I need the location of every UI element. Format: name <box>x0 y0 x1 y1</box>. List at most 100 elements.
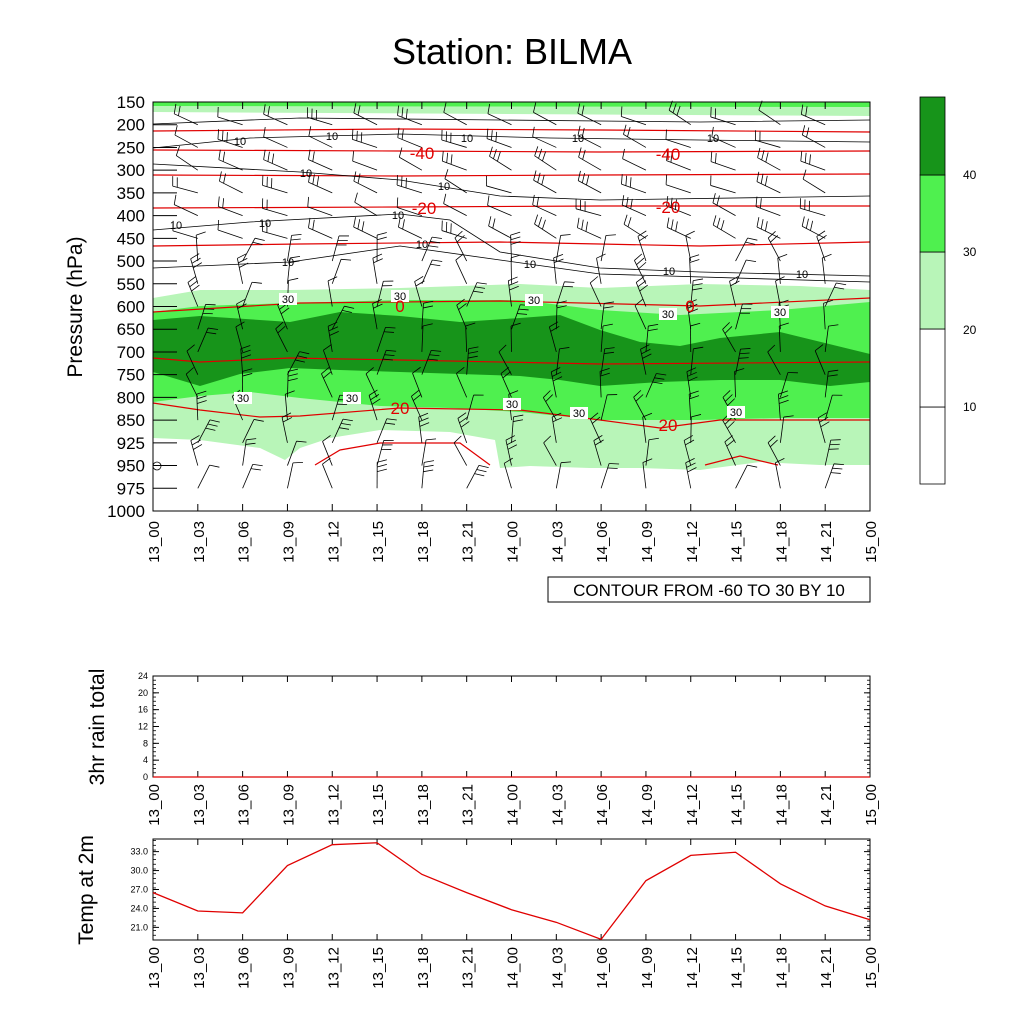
x-tick-label: 13_21 <box>460 521 477 563</box>
rain-frame <box>152 675 871 778</box>
y-tick-label: 16 <box>138 705 148 715</box>
wind-barb <box>756 171 781 194</box>
wind-barb <box>578 147 602 171</box>
wind-barb <box>621 174 647 194</box>
temp-contour-line <box>314 442 491 466</box>
wind-barb <box>242 281 262 307</box>
y-tick-label: 0 <box>143 772 148 782</box>
wind-barb <box>287 255 301 284</box>
contour-label-30: 30 <box>234 392 252 405</box>
wind-barb <box>549 321 560 353</box>
wind-barb <box>487 103 512 126</box>
wind-barb <box>353 217 378 239</box>
wind-barb <box>824 463 844 489</box>
contour-label-text: 30 <box>774 307 786 319</box>
wind-barb <box>817 412 830 443</box>
wind-barb <box>456 298 468 330</box>
wind-barb <box>622 148 647 171</box>
wind-barb <box>376 349 397 375</box>
wind-barb <box>261 221 288 239</box>
wind-barb <box>421 438 437 466</box>
y-tick-label: 30.0 <box>130 866 148 876</box>
legend-label: 30 <box>963 245 977 259</box>
x-tick-label: 14_00 <box>505 784 522 826</box>
contour-label-10: 10 <box>461 133 473 145</box>
x-tick-label: 13_18 <box>415 521 432 563</box>
wind-barb <box>589 412 602 443</box>
wind-barb <box>735 464 758 489</box>
wind-barb <box>306 107 333 126</box>
wind-barb <box>800 151 826 171</box>
wind-barb <box>218 149 243 171</box>
legend-box-10 <box>919 328 946 408</box>
wind-barb <box>543 435 557 466</box>
wind-barb <box>550 367 563 398</box>
legend-label: 10 <box>963 400 977 414</box>
wind-barb <box>242 463 263 489</box>
wind-barb <box>555 347 570 375</box>
wind-barb <box>642 458 653 489</box>
temp-contour-line <box>152 128 871 133</box>
x-tick-label: 14_00 <box>505 521 522 563</box>
wind-barb <box>774 458 785 489</box>
wind-barb <box>690 322 701 352</box>
wind-barb <box>173 194 198 216</box>
wind-barb <box>488 216 512 239</box>
wind-barb <box>175 146 199 171</box>
rain-y-axis: 0 4 8 12 16 20 24 <box>138 671 870 782</box>
wind-barb <box>185 367 199 398</box>
wind-barb <box>593 435 604 466</box>
contour-label-text: 10 <box>663 266 675 278</box>
wind-barb <box>507 276 519 307</box>
wind-barb <box>687 299 699 330</box>
y-tick-label: 8 <box>143 738 148 748</box>
temp-label: 0 <box>685 297 694 316</box>
contour-label-text: 10 <box>259 218 271 230</box>
temperature-contours <box>152 128 871 466</box>
wind-barb <box>710 106 736 126</box>
y-tick-label: 925 <box>117 434 145 453</box>
cross-section-x-axis: 13_00 13_03 13_06 13_09 13_12 13_15 13_18 13_21… <box>146 102 880 563</box>
wind-barb <box>688 390 700 421</box>
temp-y-axis: 21.0 24.0 27.0 30.0 33.0 <box>130 840 870 941</box>
wind-contour-line <box>152 117 871 125</box>
temp-contour-line <box>152 173 871 177</box>
wind-barb <box>398 217 423 239</box>
wind-barb <box>600 463 620 489</box>
wind-barb <box>645 373 667 398</box>
wind-barb <box>321 367 333 398</box>
wind-barb <box>767 230 781 262</box>
wind-barb <box>500 367 512 398</box>
wind-barb <box>187 276 200 307</box>
wind-barb <box>779 415 794 443</box>
wind-barb <box>275 321 288 353</box>
wind-barb <box>235 321 245 353</box>
wind-barb <box>551 412 563 443</box>
wind-barb <box>532 126 557 148</box>
wind-barb <box>642 412 653 443</box>
x-tick-label: 13_03 <box>191 784 208 826</box>
wind-barb <box>307 196 333 216</box>
wind-barb <box>331 418 353 443</box>
wind-contour-line <box>152 213 871 277</box>
x-tick-label: 14_18 <box>773 947 790 989</box>
wind-barb <box>623 214 647 239</box>
x-tick-label: 14_12 <box>684 521 701 563</box>
wind-barb <box>263 104 288 126</box>
contour-label-text: 30 <box>730 407 742 419</box>
y-tick-label: 800 <box>117 388 145 407</box>
y-tick-label: 1000 <box>107 502 145 521</box>
wind-barb <box>505 435 518 466</box>
x-tick-label: 14_15 <box>729 521 746 563</box>
wind-barb <box>801 216 826 239</box>
wind-barb <box>734 368 745 398</box>
contour-label-10: 10 <box>282 257 294 269</box>
wind-barb <box>412 366 423 398</box>
contour-label-30: 30 <box>570 407 588 420</box>
wind-barb <box>735 303 753 330</box>
x-tick-label: 14_15 <box>729 947 746 989</box>
wind-barb <box>600 323 613 352</box>
contour-label-30: 30 <box>525 294 543 307</box>
wind-barb <box>418 412 430 443</box>
wind-barb <box>197 304 216 330</box>
